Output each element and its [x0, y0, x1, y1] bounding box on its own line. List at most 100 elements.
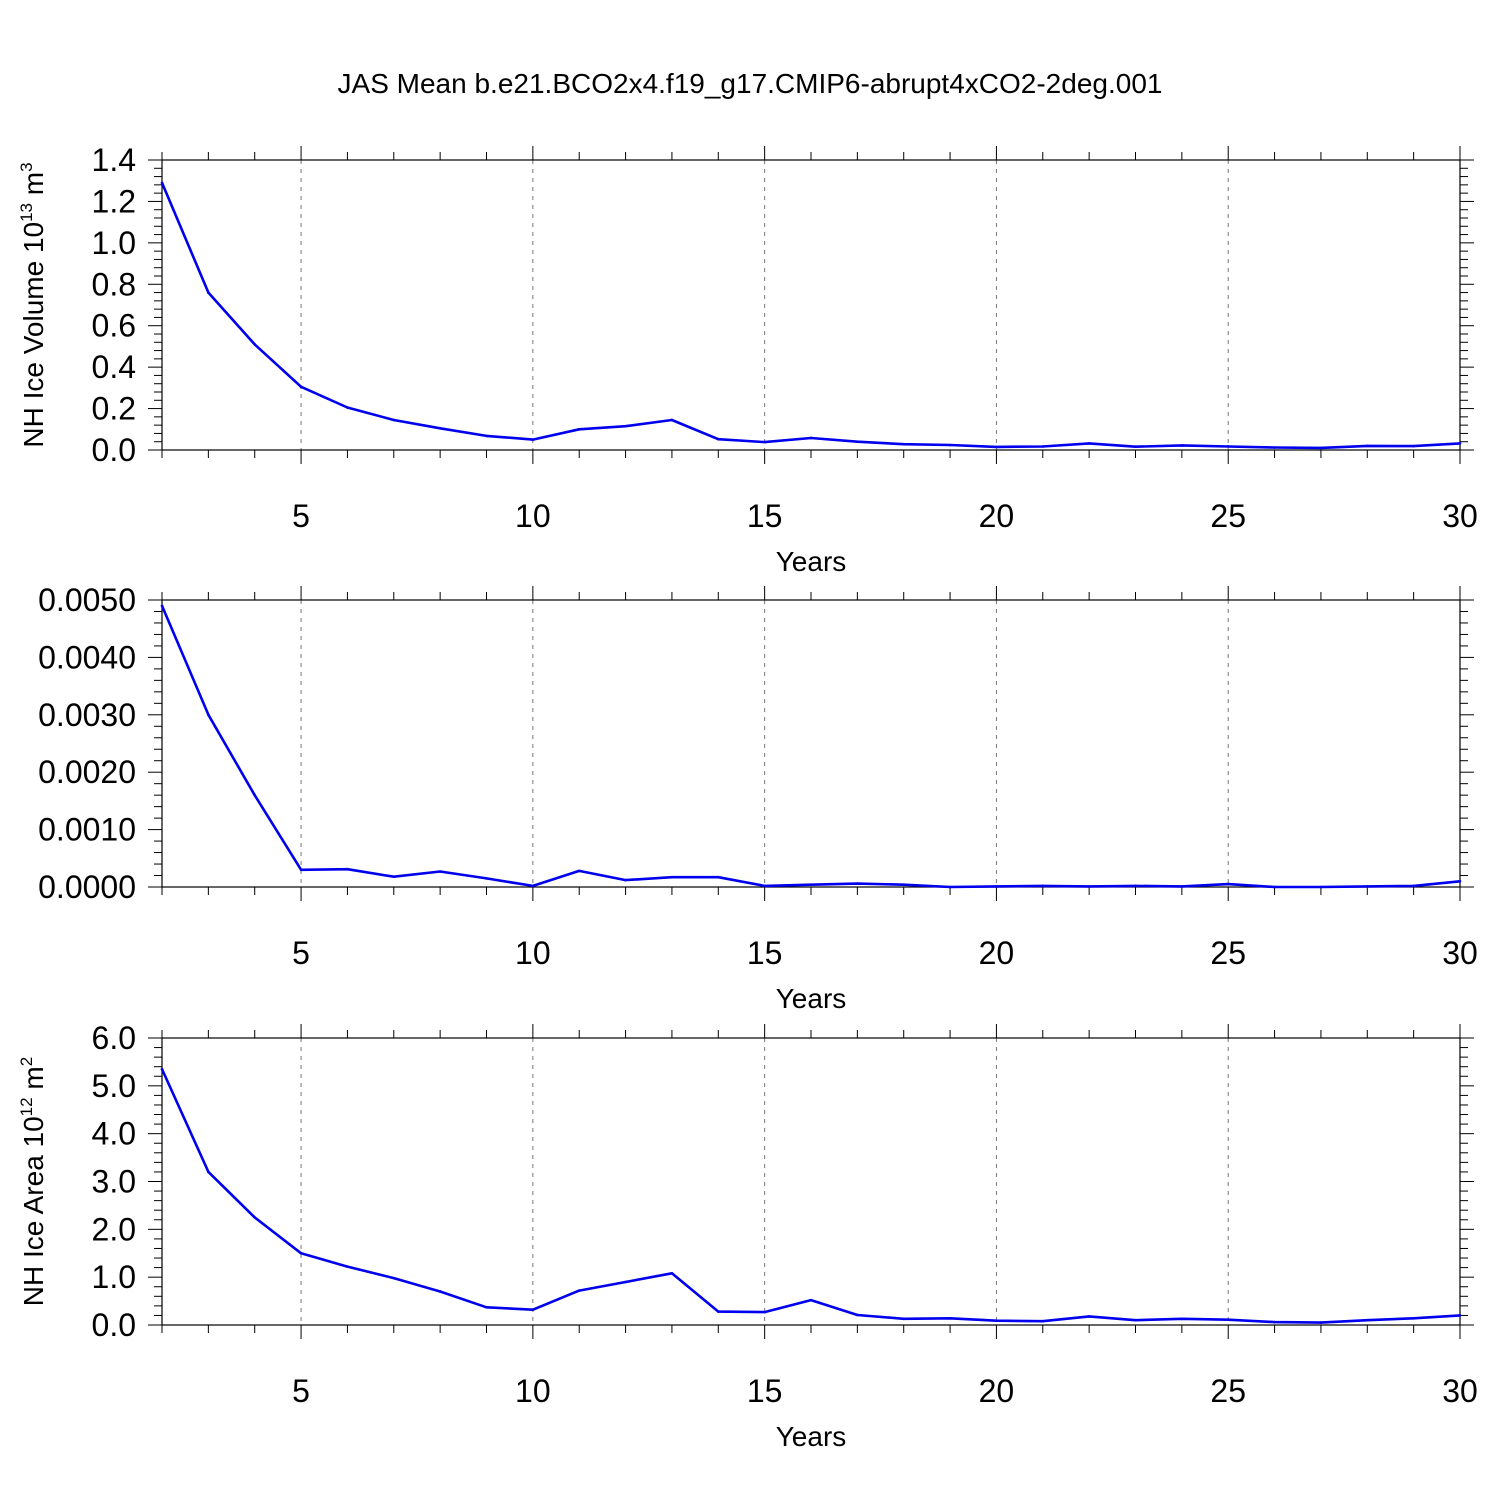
data-point-year-30	[1458, 442, 1462, 445]
data-point-year-4	[253, 343, 257, 346]
data-point-year-18	[902, 442, 906, 446]
data-point-year-26	[1273, 1320, 1276, 1324]
data-point-year-4	[253, 793, 257, 797]
y-tick-label: 0.0050	[38, 582, 136, 618]
data-point-year-23	[1134, 884, 1137, 888]
y-tick-label: 0.4	[92, 349, 136, 385]
data-point-year-29	[1412, 884, 1415, 888]
data-point-year-27	[1319, 1321, 1323, 1324]
data-point-year-28	[1365, 885, 1369, 888]
data-point-year-6	[346, 1265, 349, 1268]
data-point-year-25	[1226, 445, 1230, 448]
x-axis-label: Years	[776, 546, 847, 577]
data-point-year-21	[1041, 1319, 1045, 1323]
data-point-year-13	[670, 418, 674, 422]
x-tick-label: 5	[292, 935, 310, 971]
data-point-year-25	[1226, 882, 1230, 886]
plot-panel-1: 5 10 15 20 25 30 Years 0.0 0.2 0.4 0.6 0.8 1.0 1.2 1.4…	[17, 142, 1478, 577]
x-tick-label: 15	[747, 1373, 783, 1409]
data-point-year-4	[253, 1216, 257, 1219]
data-point-year-3	[207, 1170, 210, 1174]
x-tick-label: 5	[292, 1373, 310, 1409]
y-axis-label: NH Ice Volume 1013 m3	[17, 162, 49, 447]
data-point-year-26	[1273, 885, 1276, 889]
x-tick-label: 25	[1210, 935, 1246, 971]
x-tick-label: 20	[979, 1373, 1015, 1409]
y-tick-label: 0.8	[92, 266, 136, 302]
y-tick-label: 5.0	[92, 1068, 136, 1104]
y-tick-label: 0.0	[92, 432, 136, 468]
data-point-year-10	[531, 1308, 535, 1311]
y-tick-label: 0.0000	[38, 869, 136, 905]
x-tick-label: 5	[292, 498, 310, 534]
data-point-year-27	[1319, 446, 1323, 450]
y-tick-label: 0.0010	[38, 812, 136, 848]
data-point-year-25	[1226, 1318, 1230, 1322]
data-point-year-6	[346, 406, 349, 409]
x-tick-label: 20	[979, 935, 1015, 971]
data-point-year-19	[948, 443, 952, 447]
data-point-year-20	[995, 885, 998, 888]
plot-frame	[161, 599, 1461, 888]
x-tick-label: 20	[979, 498, 1015, 534]
x-tick-label: 10	[515, 498, 551, 534]
data-point-year-12	[624, 1280, 627, 1284]
x-tick-label: 10	[515, 935, 551, 971]
data-point-year-19	[948, 1317, 952, 1320]
y-tick-label: 2.0	[92, 1211, 136, 1247]
data-point-year-10	[531, 884, 535, 888]
data-point-year-9	[485, 434, 488, 438]
x-tick-label: 30	[1442, 935, 1478, 971]
data-point-year-11	[577, 427, 581, 431]
data-point-year-2	[160, 604, 164, 608]
data-point-year-29	[1412, 444, 1415, 448]
data-point-year-13	[670, 875, 674, 879]
data-point-year-5	[299, 868, 303, 872]
data-point-year-22	[1087, 1315, 1091, 1318]
y-tick-label: 0.6	[92, 308, 136, 344]
plot-panel-2: 5 10 15 20 25 30 Years 0.0000 0.0010 0.0020 0.0030…	[38, 582, 1478, 1014]
series-line	[160, 605, 1461, 889]
y-tick-label: 0.2	[92, 391, 136, 427]
data-point-year-13	[670, 1272, 674, 1275]
x-tick-label: 30	[1442, 1373, 1478, 1409]
data-point-year-30	[1458, 879, 1462, 883]
data-point-year-3	[207, 713, 210, 717]
data-point-year-8	[438, 1290, 442, 1293]
y-axis-label: NH Ice Area 1012 m2	[17, 1057, 49, 1306]
data-point-year-7	[392, 418, 396, 422]
data-point-year-17	[856, 1313, 859, 1317]
data-point-year-30	[1458, 1314, 1462, 1317]
y-tick-label: 0.0	[92, 1307, 136, 1343]
data-point-year-17	[856, 882, 859, 885]
data-point-year-19	[948, 885, 952, 889]
y-tick-label: 1.0	[92, 225, 136, 261]
series-line	[160, 1068, 1461, 1324]
data-point-year-2	[160, 181, 164, 185]
data-point-year-16	[809, 883, 813, 887]
data-point-year-20	[995, 445, 998, 449]
data-point-year-5	[299, 385, 303, 389]
data-point-year-22	[1087, 885, 1091, 888]
data-point-year-14	[716, 1310, 720, 1313]
data-point-year-2	[160, 1067, 164, 1071]
x-tick-label: 25	[1210, 498, 1246, 534]
data-point-year-20	[995, 1319, 998, 1322]
x-tick-label: 25	[1210, 1373, 1246, 1409]
y-tick-label: 4.0	[92, 1116, 136, 1152]
plot-panel-3: 5 10 15 20 25 30 Years 0.0 1.0 2.0 3.0 4.0 5.0 6.0 NH …	[17, 1020, 1478, 1452]
data-point-year-28	[1365, 1318, 1369, 1322]
x-axis-label: Years	[776, 983, 847, 1014]
data-point-year-14	[716, 437, 720, 441]
data-point-year-7	[392, 1276, 396, 1280]
data-point-year-9	[485, 1306, 488, 1309]
data-point-year-12	[624, 424, 627, 428]
data-point-year-6	[346, 867, 349, 871]
x-tick-label: 30	[1442, 498, 1478, 534]
plot-frame	[161, 1037, 1461, 1326]
data-point-year-7	[392, 875, 396, 878]
data-point-year-17	[856, 440, 859, 444]
y-tick-label: 3.0	[92, 1164, 136, 1200]
y-tick-label: 1.2	[92, 183, 136, 219]
